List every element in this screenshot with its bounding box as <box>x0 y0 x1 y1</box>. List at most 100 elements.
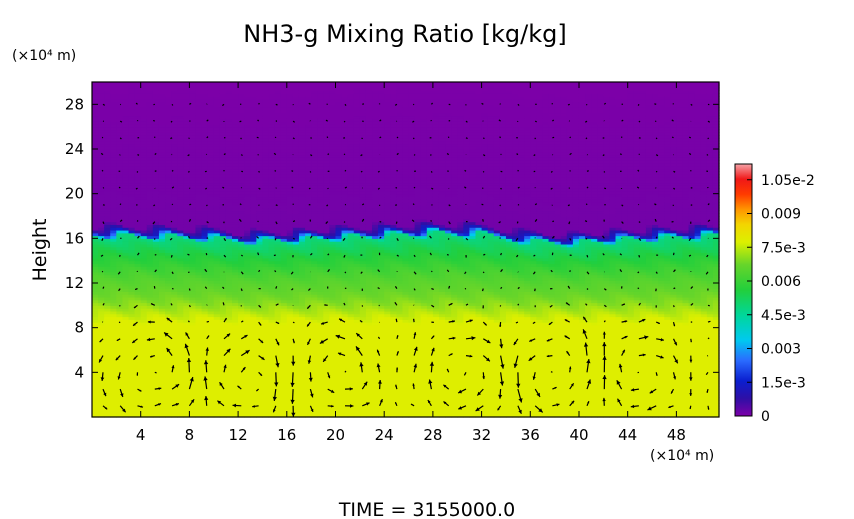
wind-vector-head <box>232 403 237 408</box>
wind-vector <box>499 136 502 139</box>
wind-vector-head <box>259 373 262 376</box>
wind-vector-head <box>534 290 536 292</box>
wind-vector-head <box>323 358 327 362</box>
wind-vector <box>395 187 398 189</box>
wind-vector <box>100 254 104 257</box>
wind-vector-head <box>449 222 451 224</box>
wind-vector <box>638 153 640 155</box>
wind-vector-head <box>516 239 518 241</box>
wind-vector <box>567 103 570 106</box>
wind-vector-head <box>319 339 324 344</box>
wind-vector <box>673 187 676 190</box>
wind-vector-head <box>553 236 555 238</box>
wind-vector-head <box>139 389 142 392</box>
wind-vector <box>396 136 399 139</box>
wind-vector <box>533 154 536 157</box>
wind-vector <box>481 203 484 206</box>
wind-vector-head <box>277 322 280 324</box>
x-tick-label: 12 <box>229 426 248 444</box>
wind-vector <box>552 220 555 223</box>
x-tick-label: 28 <box>423 426 442 444</box>
x-tick-label: 32 <box>472 426 491 444</box>
wind-vector-head <box>310 235 312 238</box>
wind-vector-head <box>443 401 447 405</box>
wind-vector-head <box>101 239 103 241</box>
wind-vector <box>135 187 138 190</box>
wind-vector <box>621 204 624 207</box>
wind-vector-head <box>411 404 413 406</box>
wind-vector-head <box>529 339 533 342</box>
wind-vector-head <box>154 286 156 288</box>
wind-vector <box>638 254 641 258</box>
wind-vector-head <box>482 307 484 309</box>
wind-vector <box>360 170 363 173</box>
wind-vector-head <box>587 379 592 384</box>
wind-vector-head <box>475 407 480 411</box>
wind-vector <box>584 220 588 223</box>
wind-vector-head <box>450 353 453 356</box>
wind-vector-head <box>359 362 364 367</box>
wind-vector <box>154 170 157 172</box>
wind-vector-head <box>170 238 172 240</box>
wind-vector <box>619 253 622 256</box>
colorbar-label: 0.009 <box>761 207 801 223</box>
wind-vector-head <box>257 252 259 254</box>
wind-vector <box>638 120 641 123</box>
wind-vector-head <box>307 341 310 345</box>
wind-vector <box>240 254 244 257</box>
wind-vector-head <box>471 336 476 341</box>
wind-vector-head <box>166 348 171 353</box>
colorbar-gradient <box>734 163 753 417</box>
wind-vector-head <box>158 387 162 390</box>
wind-vector-head <box>464 373 466 376</box>
wind-vector <box>637 169 640 172</box>
wind-vector-head <box>655 290 657 292</box>
wind-vector-head <box>356 333 360 337</box>
wind-vector <box>222 286 225 290</box>
wind-vector <box>655 154 659 157</box>
wind-vector-head <box>623 303 625 306</box>
wind-vector <box>654 203 657 206</box>
wind-vector-head <box>308 289 310 291</box>
wind-vector-head <box>115 357 119 361</box>
wind-vector <box>707 337 710 340</box>
wind-vector <box>413 186 416 189</box>
wind-vector-head <box>566 302 569 305</box>
wind-vector <box>377 170 380 173</box>
wind-vector-head <box>186 358 192 363</box>
wind-vector <box>465 303 469 306</box>
wind-vector-head <box>203 376 208 381</box>
wind-vector <box>603 102 607 105</box>
wind-vector <box>413 254 416 258</box>
wind-vector <box>672 204 675 207</box>
y-tick-label: 16 <box>65 229 84 247</box>
wind-vector-head <box>171 365 175 369</box>
wind-vector <box>569 238 572 241</box>
wind-vector <box>690 204 693 206</box>
wind-vector <box>672 252 675 256</box>
wind-vector <box>637 287 640 290</box>
wind-vector-head <box>582 329 587 334</box>
wind-vector <box>515 321 519 324</box>
wind-vector-head <box>277 303 279 305</box>
wind-vector-head <box>482 376 486 380</box>
wind-vector <box>102 221 105 225</box>
wind-vector <box>412 120 415 123</box>
y-tick-label: 8 <box>74 319 84 337</box>
wind-vector-head <box>136 374 139 376</box>
wind-vector <box>344 103 347 106</box>
wind-vector <box>102 187 105 189</box>
wind-vector-head <box>486 357 490 362</box>
x-tick-label: 36 <box>521 426 540 444</box>
wind-vector-head <box>396 351 399 354</box>
wind-vector <box>119 154 121 156</box>
wind-vector-head <box>133 323 136 326</box>
wind-vector <box>101 136 104 139</box>
wind-vector-head <box>335 334 341 339</box>
wind-vector <box>446 254 449 256</box>
wind-vector-head <box>564 335 568 339</box>
wind-vector-head <box>546 354 550 358</box>
wind-vector <box>275 286 278 289</box>
wind-vector-head <box>658 322 660 324</box>
wind-vector <box>430 119 432 122</box>
